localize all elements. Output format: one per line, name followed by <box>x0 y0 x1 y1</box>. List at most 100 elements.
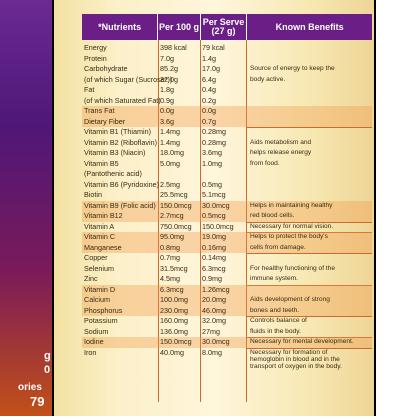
per-100g-value: 5.0mg <box>160 158 180 168</box>
table-header: *Nutrients Per 100 g Per Serve (27 g) Kn… <box>82 14 372 40</box>
benefit-separator <box>246 221 372 223</box>
benefit-text: Source of energy to keep the <box>250 65 335 72</box>
per-100g-value: 32.0g <box>160 74 178 84</box>
highlight-band <box>82 242 372 253</box>
per-100g-value: 1.8g <box>160 85 174 94</box>
benefit-separator <box>246 253 372 254</box>
per-100g-value: 0.7mg <box>160 253 180 262</box>
highlight-band <box>82 200 372 211</box>
side-g-label: g <box>44 350 51 362</box>
per-serve-value: 0.4g <box>202 85 216 94</box>
per-100g-value: 2.7mcg <box>160 211 184 220</box>
nutrient-name: Vitamin A <box>84 221 115 231</box>
per-serve-value: 19.0mg <box>202 232 226 241</box>
nutrient-name: Vitamin B12 <box>84 211 123 220</box>
per-100g-value: 40.0mg <box>160 347 184 357</box>
benefit-text: Aids development of strong <box>250 296 330 303</box>
nutrient-name: Iron <box>84 347 97 357</box>
benefit-separator <box>246 347 372 349</box>
nutrient-name: Sodium <box>84 326 109 336</box>
highlight-band <box>82 284 372 295</box>
benefit-text: body active. <box>250 75 286 83</box>
per-100g-value: 150.0mcg <box>160 200 192 210</box>
benefit-text: Necessary for mental development. <box>250 338 354 345</box>
side-calories-label: ories <box>18 382 42 393</box>
nutrient-name: (Pantothenic acid) <box>84 169 142 178</box>
nutrient-name: Energy <box>84 43 107 52</box>
per-serve-value: 32.0mg <box>202 316 226 325</box>
highlight-band <box>82 337 372 348</box>
side-zero-label: 0 <box>44 364 51 376</box>
header-per-serve: Per Serve (27 g) <box>199 14 247 40</box>
column-divider-2 <box>200 40 201 402</box>
per-100g-value: 6.3mcg <box>160 284 184 294</box>
nutrient-name: Zinc <box>84 274 98 283</box>
per-100g-value: 2.5mg <box>160 179 180 189</box>
per-100g-value: 230.0mg <box>160 305 188 315</box>
benefit-text: Aids metabolism and <box>250 138 312 146</box>
per-serve-value: 30.0mcg <box>202 200 230 210</box>
benefit-separator <box>246 284 372 286</box>
nutrient-name: Vitamin B2 (Riboflavin) <box>84 137 157 147</box>
benefit-text: Necessary for formation of hemoglobin in… <box>250 348 342 370</box>
benefit-text: Helps in maintaining healthy <box>250 201 333 209</box>
per-100g-value: 85.2g <box>160 64 178 73</box>
highlight-band <box>82 295 372 306</box>
per-100g-value: 100.0mg <box>160 295 188 304</box>
benefit-text: red blood cells. <box>250 212 295 219</box>
per-serve-value: 20.0mg <box>202 295 226 304</box>
per-serve-value: 1.26mcg <box>202 284 230 294</box>
per-serve-value: 6.4g <box>202 74 216 84</box>
per-serve-value: 150.0mcg <box>202 221 234 231</box>
nutrient-name: Vitamin B5 <box>84 158 119 168</box>
per-serve-value: 5.1mcg <box>202 190 226 199</box>
benefit-text: Helps to protect the body's <box>250 233 328 240</box>
highlight-band <box>82 305 372 316</box>
highlight-band <box>82 232 372 243</box>
benefit-text: cells from damage. <box>250 243 306 251</box>
nutrient-name: Trans Fat <box>84 106 115 115</box>
side-number-label: 79 <box>30 394 45 409</box>
per-100g-value: 3.6g <box>160 116 174 126</box>
per-100g-value: 1.4mg <box>160 127 180 136</box>
nutrient-name: (of which Saturated Fat) <box>84 95 161 105</box>
per-serve-value: 27mg <box>202 326 220 336</box>
benefit-separator <box>246 316 372 317</box>
nutrient-name: Manganese <box>84 242 122 252</box>
per-serve-value: 6.3mcg <box>202 263 226 273</box>
benefit-text: immune system. <box>250 275 298 282</box>
benefit-text: from food. <box>250 159 280 167</box>
nutrient-name: Protein <box>84 53 107 63</box>
benefit-separator <box>246 127 372 128</box>
per-100g-value: 398 kcal <box>160 43 187 52</box>
per-serve-value: 0.28mg <box>202 127 226 136</box>
nutrient-name: Vitamin B3 (Niacin) <box>84 148 146 157</box>
nutrient-name: Vitamin B1 (Thiamin) <box>84 127 151 136</box>
column-divider-3 <box>246 40 247 402</box>
per-100g-value: 18.0mg <box>160 148 184 157</box>
header-nutrients: *Nutrients <box>98 21 142 32</box>
per-serve-value: 30.0mcg <box>202 337 230 346</box>
nutrient-name: Calcium <box>84 295 110 304</box>
highlight-band <box>82 116 372 127</box>
per-serve-value: 0.5mcg <box>202 211 226 220</box>
per-serve-value: 17.0g <box>202 64 220 73</box>
per-100g-value: 136.0mg <box>160 326 188 336</box>
per-100g-value: 0.0g <box>160 106 174 115</box>
nutrient-name: Dietary Fiber <box>84 116 126 126</box>
nutrient-name: Carbohydrate <box>84 64 128 73</box>
per-100g-value: 0.9g <box>160 95 174 105</box>
per-serve-value: 0.28mg <box>202 137 226 147</box>
per-serve-value: 1.0mg <box>202 158 222 168</box>
per-serve-value: 46.0mg <box>202 305 226 315</box>
per-serve-value: 79 kcal <box>202 43 225 52</box>
header-known-benefits: Known Benefits <box>246 14 372 40</box>
nutrient-name: Vitamin B9 (Folic acid) <box>84 200 156 210</box>
benefit-text: Controls balance of <box>250 317 307 324</box>
nutrient-name: Phosphorus <box>84 305 123 315</box>
per-serve-value: 0.16mg <box>202 242 226 252</box>
per-100g-value: 150.0mcg <box>160 337 192 346</box>
highlight-band <box>82 211 372 222</box>
per-100g-value: 750.0mcg <box>160 221 192 231</box>
benefit-text: For healthy functioning of the <box>250 264 336 272</box>
